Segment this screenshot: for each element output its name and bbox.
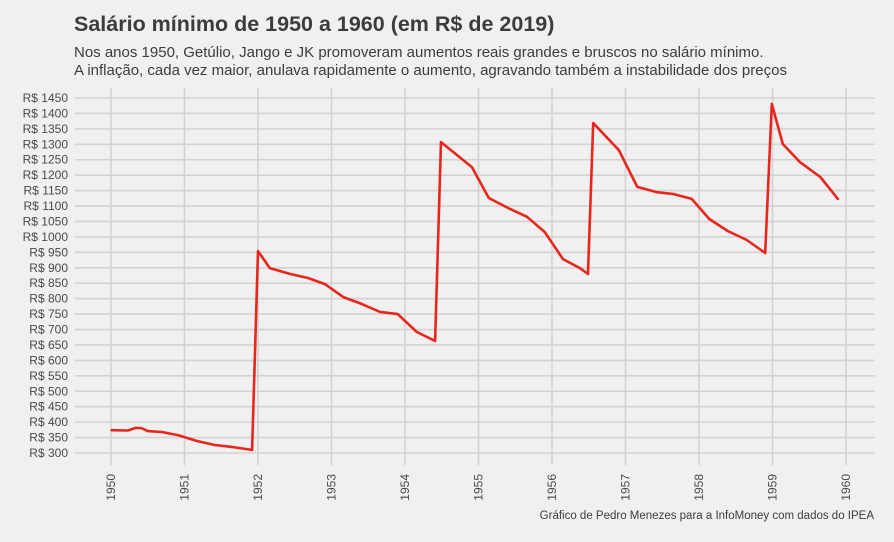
y-tick-label: R$ 700	[29, 323, 68, 337]
y-tick-label: R$ 950	[29, 245, 68, 259]
x-tick-label: 1958	[692, 474, 706, 501]
y-tick-label: R$ 850	[29, 276, 68, 290]
y-tick-label: R$ 500	[29, 384, 68, 398]
y-tick-label: R$ 1400	[23, 106, 69, 120]
chart-title: Salário mínimo de 1950 a 1960 (em R$ de …	[74, 12, 555, 36]
y-tick-label: R$ 550	[29, 369, 68, 383]
x-tick-label: 1952	[251, 474, 265, 501]
x-tick-label: 1957	[619, 474, 633, 501]
y-tick-label: R$ 900	[29, 261, 68, 275]
y-tick-label: R$ 1450	[23, 91, 69, 105]
x-tick-label: 1954	[398, 474, 412, 501]
x-tick-label: 1950	[104, 474, 118, 501]
y-tick-label: R$ 450	[29, 400, 68, 414]
y-tick-label: R$ 1300	[23, 137, 69, 151]
x-tick-label: 1955	[472, 474, 486, 501]
series-line	[110, 102, 840, 452]
chart-subtitle-line-1: Nos anos 1950, Getúlio, Jango e JK promo…	[74, 44, 764, 61]
y-tick-label: R$ 1350	[23, 122, 69, 136]
x-tick-label: 1951	[178, 474, 192, 501]
y-tick-label: R$ 1050	[23, 214, 69, 228]
y-tick-label: R$ 1150	[24, 184, 69, 198]
y-tick-label: R$ 300	[29, 446, 68, 460]
x-tick-label: 1956	[545, 474, 559, 501]
y-tick-label: R$ 400	[29, 415, 68, 429]
x-tick-label: 1959	[766, 474, 780, 501]
x-tick-label: 1960	[839, 474, 853, 501]
y-tick-label: R$ 750	[29, 307, 68, 321]
y-tick-label: R$ 1100	[24, 199, 69, 213]
chart-caption: Gráfico de Pedro Menezes para a InfoMone…	[539, 510, 874, 522]
y-tick-label: R$ 600	[29, 353, 68, 367]
y-tick-label: R$ 800	[29, 292, 68, 306]
chart-subtitle-line-2: A inflação, cada vez maior, anulava rapi…	[74, 62, 787, 79]
y-tick-label: R$ 1250	[23, 153, 69, 167]
y-tick-label: R$ 350	[29, 431, 68, 445]
y-tick-label: R$ 650	[29, 338, 68, 352]
y-tick-label: R$ 1000	[23, 230, 69, 244]
x-tick-label: 1953	[325, 474, 339, 501]
y-tick-label: R$ 1200	[23, 168, 69, 182]
